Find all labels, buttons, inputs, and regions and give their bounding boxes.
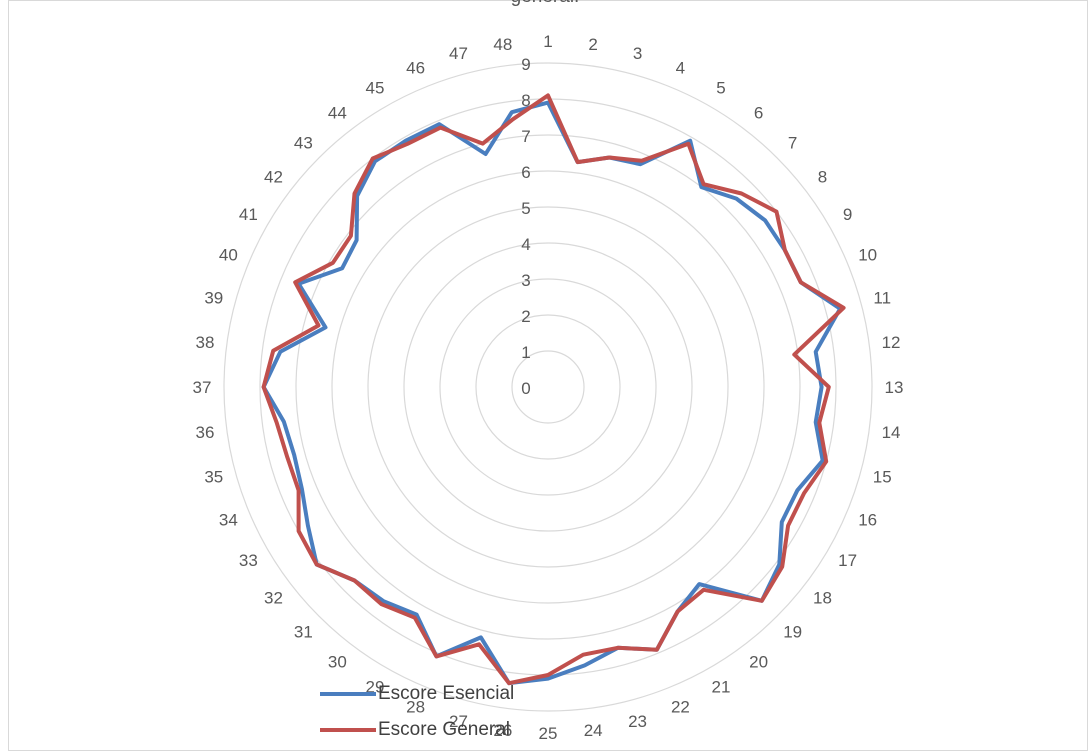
- grid-circle-2: [475, 314, 621, 460]
- legend: Escore Esencial Escore General: [320, 676, 514, 748]
- radar-grid: [223, 62, 873, 712]
- radial-tick-label: 6: [521, 163, 530, 182]
- legend-swatch-escore-general: [320, 728, 376, 732]
- radial-tick-label: 3: [521, 271, 530, 290]
- category-label: 13: [885, 378, 904, 397]
- grid-circle-3: [439, 278, 657, 496]
- category-label: 12: [882, 333, 901, 352]
- category-label: 47: [449, 44, 468, 63]
- radial-tick-label: 7: [521, 127, 530, 146]
- category-label: 4: [676, 58, 685, 77]
- category-label: 14: [882, 423, 901, 442]
- category-label: 8: [818, 167, 827, 186]
- radial-tick-label: 4: [521, 235, 530, 254]
- category-label: 18: [813, 589, 832, 608]
- category-label: 46: [406, 58, 425, 77]
- category-label: 11: [873, 288, 891, 307]
- legend-item-escore-general: Escore General: [320, 712, 514, 748]
- radial-tick-labels: 0 1 2 3 4 5 6 7 8 9: [521, 55, 530, 398]
- category-label: 15: [873, 468, 892, 487]
- radial-tick-label: 8: [521, 91, 530, 110]
- category-label: 30: [328, 653, 347, 672]
- category-label: 7: [788, 133, 797, 152]
- series-lines: [261, 93, 846, 686]
- radial-tick-label: 9: [521, 55, 530, 74]
- category-label: 44: [328, 103, 347, 122]
- legend-item-escore-esencial: Escore Esencial: [320, 676, 514, 712]
- category-label: 22: [671, 698, 690, 717]
- grid-circle-6: [331, 170, 765, 604]
- category-label: 10: [858, 246, 877, 265]
- legend-label-escore-esencial: Escore Esencial: [378, 683, 515, 704]
- category-label: 32: [264, 589, 283, 608]
- grid-circle-7: [295, 134, 801, 640]
- category-label: 24: [584, 721, 603, 740]
- category-label: 23: [628, 712, 647, 731]
- category-label: 28: [406, 698, 425, 717]
- category-label: 25: [539, 724, 558, 743]
- category-label: 36: [195, 423, 214, 442]
- grid-circle-9: [223, 62, 873, 712]
- radial-tick-label: 0: [521, 379, 530, 398]
- category-label: 43: [294, 133, 313, 152]
- category-label: 5: [716, 78, 725, 97]
- category-label: 40: [219, 246, 238, 265]
- category-label: 42: [264, 167, 283, 186]
- category-labels: 1 2 34567891011121314151617181920212223242…: [193, 32, 904, 743]
- radial-tick-label: 5: [521, 199, 530, 218]
- category-label: 33: [239, 551, 258, 570]
- category-label: 1: [543, 32, 552, 51]
- category-label: 3: [633, 44, 642, 63]
- category-label: 17: [838, 551, 857, 570]
- category-label: 9: [843, 205, 852, 224]
- grid-circle-4: [403, 242, 693, 532]
- category-label: 48: [493, 35, 512, 54]
- grid-circle-5: [367, 206, 729, 568]
- category-label: 35: [204, 468, 223, 487]
- category-label: 34: [219, 510, 238, 529]
- legend-swatch-escore-esencial: [320, 692, 376, 696]
- series-line-escore-general: [261, 93, 846, 686]
- category-label: 6: [754, 103, 763, 122]
- grid-circle-8: [259, 98, 837, 676]
- category-label: 38: [195, 333, 214, 352]
- category-label: 31: [294, 623, 313, 642]
- category-label: 26: [493, 721, 512, 740]
- category-label: 2: [588, 35, 597, 54]
- category-label: 37: [193, 378, 212, 397]
- category-label: 29: [366, 678, 385, 697]
- category-label: 16: [858, 510, 877, 529]
- chart-title: general.: [0, 0, 1090, 8]
- category-label: 45: [366, 78, 385, 97]
- grid-circle-1: [511, 350, 585, 424]
- category-label: 39: [204, 288, 223, 307]
- radial-tick-label: 1: [521, 343, 530, 362]
- legend-label-escore-general: Escore General: [378, 719, 511, 740]
- category-label: 19: [783, 623, 802, 642]
- chart-frame: [8, 0, 1088, 751]
- category-label: 21: [712, 678, 731, 697]
- category-label: 20: [749, 653, 768, 672]
- category-label: 27: [449, 712, 468, 731]
- radial-tick-label: 2: [521, 307, 530, 326]
- category-label: 41: [239, 205, 258, 224]
